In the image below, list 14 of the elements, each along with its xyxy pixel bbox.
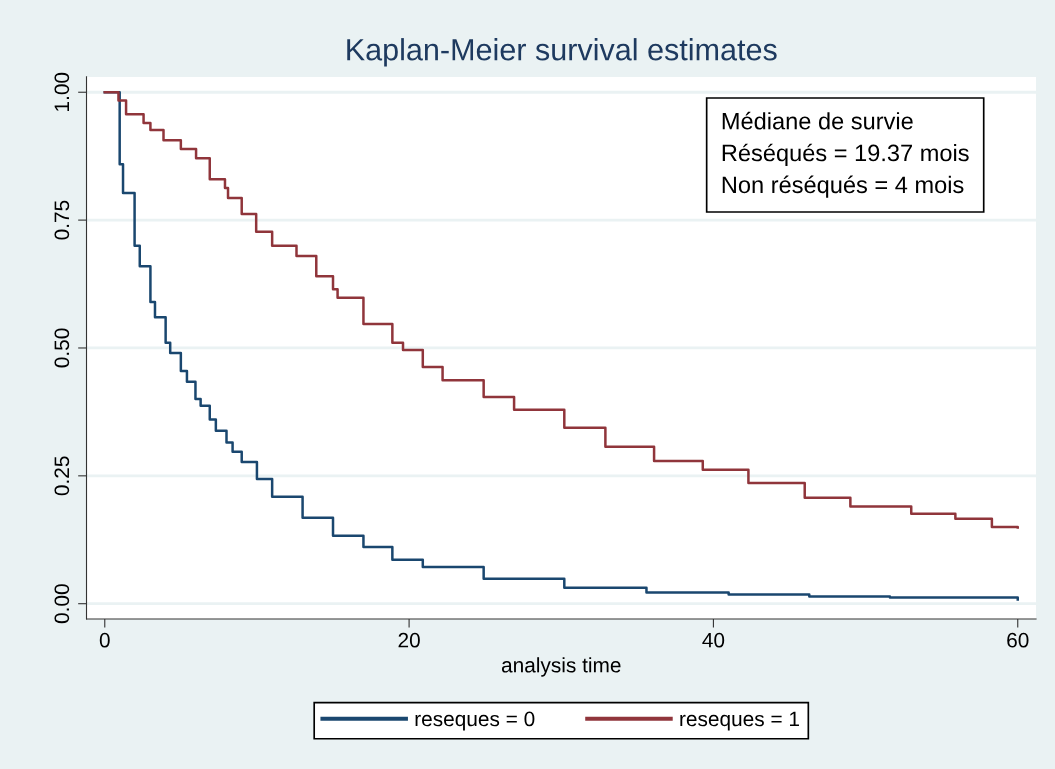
y-tick-label: 0.25 (54, 456, 70, 496)
x-tick-label: 40 (702, 632, 725, 648)
annotation: Médiane de survie Réséqués = 19.37 mois Non réséqués = 4 mois (722, 111, 969, 198)
x-tick-label: 0 (99, 632, 110, 648)
x-tick-label: 20 (398, 632, 420, 648)
y-tick-label: 0.00 (54, 584, 70, 624)
legend-label: reseques = 0 (415, 711, 535, 731)
y-tick-label: 0.50 (54, 328, 70, 368)
y-tick-label: 0.75 (54, 200, 70, 240)
y-tick-label: 1.00 (54, 72, 70, 111)
x-tick-label: 60 (1007, 632, 1029, 648)
chart-title: Kaplan-Meier survival estimates (347, 38, 777, 67)
x-axis-title: analysis time (501, 657, 621, 677)
legend-label: reseques = 1 (680, 711, 799, 731)
